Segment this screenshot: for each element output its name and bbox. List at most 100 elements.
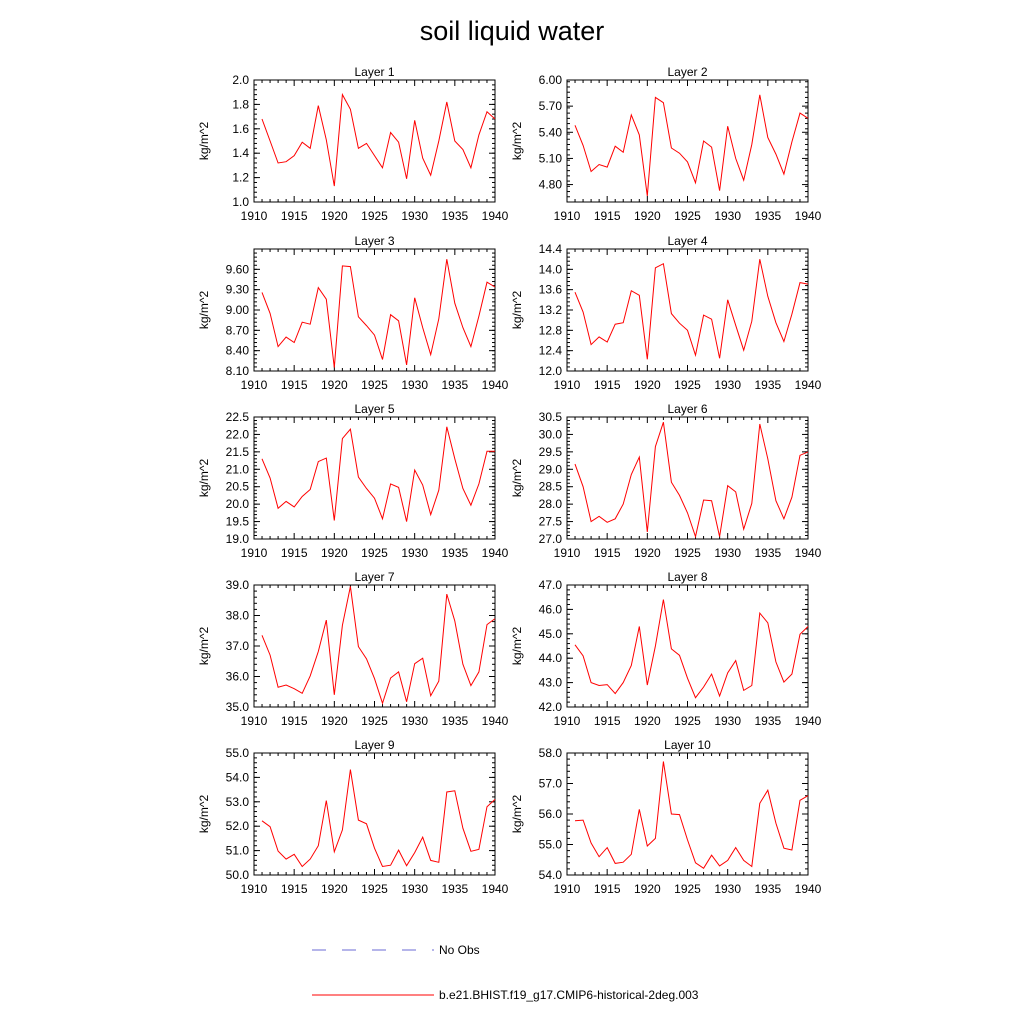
x-tick-label: 1925	[361, 882, 388, 896]
x-tick-label: 1935	[754, 882, 781, 896]
y-tick-label: 19.0	[226, 532, 250, 546]
y-axis-label: kg/m^2	[197, 291, 211, 330]
x-tick-label: 1930	[401, 378, 428, 392]
y-axis-label: kg/m^2	[510, 795, 524, 834]
panel-title: Layer 6	[667, 402, 707, 416]
y-tick-label: 52.0	[226, 819, 250, 833]
x-tick-label: 1925	[674, 378, 701, 392]
y-tick-label: 29.5	[539, 445, 563, 459]
y-axis-label: kg/m^2	[197, 795, 211, 834]
y-tick-label: 5.70	[539, 99, 563, 113]
y-tick-label: 47.0	[539, 578, 563, 592]
x-tick-label: 1910	[554, 378, 581, 392]
x-tick-label: 1925	[674, 882, 701, 896]
y-tick-label: 13.6	[539, 283, 563, 297]
x-tick-label: 1915	[281, 882, 308, 896]
plot-frame	[566, 752, 809, 876]
x-tick-label: 1930	[401, 882, 428, 896]
y-tick-label: 37.0	[226, 639, 250, 653]
y-tick-label: 30.0	[539, 427, 563, 441]
x-tick-label: 1930	[714, 714, 741, 728]
x-tick-label: 1930	[714, 546, 741, 560]
panel-layer-4: Layer 4 1910 1915 1920 1925 1930 1935 1940 12.0 1…	[510, 234, 822, 392]
y-axis-label: kg/m^2	[197, 627, 211, 666]
x-tick-label: 1935	[754, 546, 781, 560]
series-line	[574, 761, 809, 870]
plot-frame	[253, 248, 496, 372]
y-tick-label: 54.0	[226, 770, 250, 784]
panel-layer-8: Layer 8 1910 1915 1920 1925 1930 1935 1940 42.0 4…	[510, 570, 822, 728]
x-tick-label: 1930	[401, 209, 428, 223]
x-tick-label: 1920	[634, 546, 661, 560]
y-tick-label: 55.0	[226, 746, 250, 760]
y-tick-label: 12.8	[539, 323, 563, 337]
x-tick-label: 1935	[754, 209, 781, 223]
x-tick-label: 1910	[554, 882, 581, 896]
y-tick-label: 5.40	[539, 125, 563, 139]
x-tick-label: 1920	[321, 546, 348, 560]
y-tick-label: 28.0	[539, 497, 563, 511]
y-tick-label: 20.5	[226, 480, 250, 494]
y-tick-label: 21.0	[226, 462, 250, 476]
panel-layer-2: Layer 2 1910 1915 1920 1925 1930 1935 1940 4.80 5…	[510, 65, 822, 223]
y-tick-label: 19.5	[226, 515, 250, 529]
y-tick-label: 27.5	[539, 515, 563, 529]
x-tick-label: 1915	[594, 882, 621, 896]
x-tick-label: 1925	[361, 209, 388, 223]
y-axis-label: kg/m^2	[510, 291, 524, 330]
y-tick-label: 1.4	[232, 146, 249, 160]
y-tick-label: 39.0	[226, 578, 250, 592]
x-tick-label: 1940	[795, 546, 822, 560]
x-tick-label: 1915	[281, 714, 308, 728]
panel-layer-5: Layer 5 1910 1915 1920 1925 1930 1935 1940 19.0 1…	[197, 402, 509, 560]
panel-title: Layer 5	[354, 402, 394, 416]
x-tick-label: 1915	[281, 378, 308, 392]
y-tick-label: 5.10	[539, 151, 563, 165]
series-line	[574, 599, 809, 699]
y-tick-label: 58.0	[539, 746, 563, 760]
x-tick-label: 1915	[594, 209, 621, 223]
x-tick-label: 1915	[594, 378, 621, 392]
y-tick-label: 2.0	[232, 73, 249, 87]
panel-layer-3: Layer 3 1910 1915 1920 1925 1930 1935 1940 8.10 8…	[197, 234, 509, 392]
y-tick-label: 21.5	[226, 445, 250, 459]
x-tick-label: 1935	[441, 209, 468, 223]
panel-title: Layer 8	[667, 570, 707, 584]
panel-layer-7: Layer 7 1910 1915 1920 1925 1930 1935 1940 35.0 3…	[197, 570, 509, 728]
y-tick-label: 28.5	[539, 480, 563, 494]
y-tick-label: 29.0	[539, 462, 563, 476]
x-tick-label: 1935	[441, 882, 468, 896]
series-line	[261, 426, 495, 522]
y-axis-label: kg/m^2	[197, 459, 211, 498]
x-tick-label: 1920	[321, 714, 348, 728]
y-tick-label: 44.0	[539, 651, 563, 665]
x-tick-label: 1925	[361, 714, 388, 728]
x-tick-label: 1930	[714, 378, 741, 392]
y-tick-label: 30.5	[539, 410, 563, 424]
y-tick-label: 57.0	[539, 777, 563, 791]
panel-title: Layer 9	[354, 738, 394, 752]
x-tick-label: 1920	[634, 714, 661, 728]
y-tick-label: 6.00	[539, 73, 563, 87]
x-tick-label: 1925	[361, 546, 388, 560]
y-tick-label: 8.10	[226, 364, 250, 378]
y-tick-label: 46.0	[539, 602, 563, 616]
legend: No Obs b.e21.BHIST.f19_g17.CMIP6-histori…	[312, 943, 699, 1002]
legend-label-model: b.e21.BHIST.f19_g17.CMIP6-historical-2de…	[439, 988, 699, 1002]
x-tick-label: 1940	[795, 378, 822, 392]
series-line	[261, 92, 496, 187]
y-tick-label: 22.5	[226, 410, 250, 424]
y-tick-label: 43.0	[539, 676, 563, 690]
x-tick-label: 1910	[554, 209, 581, 223]
x-tick-label: 1920	[321, 882, 348, 896]
y-tick-label: 14.0	[539, 262, 563, 276]
series-line	[261, 259, 496, 368]
panel-title: Layer 2	[667, 65, 707, 79]
x-tick-label: 1935	[441, 378, 468, 392]
y-axis-label: kg/m^2	[510, 122, 524, 161]
plot-frame	[253, 584, 496, 708]
y-tick-label: 9.00	[226, 303, 250, 317]
panel-layer-1: Layer 1 1910 1915 1920 1925 1930 1935 1940 1.0 1.…	[197, 65, 509, 223]
x-tick-label: 1935	[441, 714, 468, 728]
